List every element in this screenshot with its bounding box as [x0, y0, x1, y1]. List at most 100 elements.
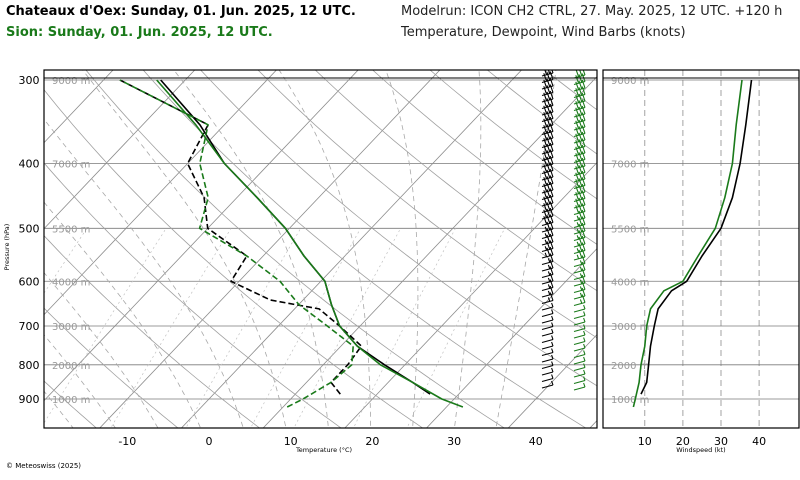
windspeed-axis-label: Windspeed (kt) — [676, 446, 725, 454]
wind-barb — [573, 337, 586, 346]
isotherm-line — [44, 70, 114, 144]
wind-barb — [541, 380, 554, 389]
wind-barb — [573, 343, 586, 352]
windspeed-tick-label: 30 — [714, 435, 728, 448]
pressure-tick-label: 400 — [19, 158, 40, 171]
wind-barb — [541, 302, 554, 311]
mixing-ratio-line — [250, 228, 361, 428]
dry-adiabat — [85, 70, 505, 428]
height-label: 3000 m — [611, 322, 649, 333]
wind-barb — [541, 341, 554, 350]
height-label: 4000 m — [611, 277, 649, 288]
dry-adiabat — [44, 235, 261, 428]
mixing-ratio-line — [406, 228, 506, 428]
dry-adiabat — [44, 89, 424, 428]
dry-adiabat — [200, 70, 597, 387]
wind-barb — [541, 168, 554, 181]
windspeed-profile — [632, 79, 743, 408]
windspeed-profile — [640, 79, 753, 395]
wind-barb — [573, 376, 586, 385]
height-label: 5500 m — [611, 224, 649, 235]
windspeed-tick-label: 10 — [638, 435, 652, 448]
skewt-grid — [44, 70, 597, 428]
wind-barb — [541, 367, 554, 376]
height-label: 9000 m — [52, 76, 90, 87]
wind-barb — [541, 374, 554, 383]
wind-barb — [573, 324, 586, 333]
wind-barb — [541, 328, 554, 337]
wind-barb — [573, 294, 586, 307]
isotherm-line — [99, 70, 441, 428]
height-label: 4000 m — [52, 277, 90, 288]
moist-adiabat — [385, 70, 419, 428]
height-label: 9000 m — [611, 76, 649, 87]
dry-adiabat — [44, 162, 342, 428]
wind-barb — [541, 315, 554, 324]
moist-adiabat — [82, 70, 287, 428]
wind-barb — [573, 79, 586, 92]
dry-adiabat — [257, 70, 597, 339]
moist-adiabat — [44, 390, 74, 428]
wind-barb — [541, 322, 554, 331]
mixing-ratio-line — [353, 228, 456, 428]
pressure-tick-label: 600 — [19, 275, 40, 288]
height-label: 2000 m — [52, 361, 90, 372]
dewpoint-profile — [119, 79, 363, 395]
modelrun-info: Modelrun: ICON CH2 CTRL, 27. May. 2025, … — [401, 4, 783, 19]
x-axis-label: Temperature (°C) — [295, 446, 352, 454]
moist-adiabat — [173, 70, 329, 428]
wind-barb — [573, 311, 586, 320]
temperature-tick-label: 10 — [284, 435, 298, 448]
height-label: 1000 m — [611, 395, 649, 406]
wind-barb — [541, 292, 554, 305]
dry-adiabat — [142, 70, 587, 428]
pressure-tick-label: 500 — [19, 222, 40, 235]
isotherm-line — [44, 70, 359, 402]
moist-adiabat — [454, 70, 482, 428]
wind-barb — [573, 330, 586, 339]
windspeed-tick-label: 20 — [676, 435, 690, 448]
wind-barb — [573, 350, 586, 359]
mixing-ratio-line — [44, 228, 167, 424]
isotherm-line — [44, 70, 196, 230]
wind-barb — [573, 356, 586, 365]
y-axis-label: Pressure (hPa) — [3, 224, 11, 271]
wind-barb — [573, 317, 586, 326]
axis-labels: 300 400 500 600 700 800 900 -10 0 10 20 30 40 10 20 30 4… — [3, 74, 766, 454]
height-label: 1000 m — [52, 395, 90, 406]
height-label: 2000 m — [611, 361, 649, 372]
skewt-diagram: 9000 m 7000 m 5500 m 4000 m 3000 m 2000 m 1000… — [43, 69, 598, 429]
pressure-tick-label: 800 — [19, 359, 40, 372]
temperature-profile — [160, 79, 431, 395]
height-label: 3000 m — [52, 322, 90, 333]
moist-adiabat — [44, 118, 244, 428]
isotherm-line — [507, 333, 597, 428]
moist-adiabat — [495, 70, 557, 428]
wind-barb — [541, 354, 554, 363]
isotherm-line — [180, 70, 523, 428]
station-title-sion: Sion: Sunday, 01. Jun. 2025, 12 UTC. — [6, 25, 273, 40]
isotherm-line — [425, 247, 597, 428]
temperature-tick-label: 20 — [365, 435, 379, 448]
isotherm-line — [44, 70, 278, 316]
profiles — [119, 79, 464, 408]
moist-adiabat — [44, 272, 159, 428]
skewt-frame — [43, 69, 598, 429]
wind-barb — [573, 304, 586, 313]
windspeed-frame — [602, 69, 800, 429]
header: Chateaux d'Oex: Sunday, 01. Jun. 2025, 1… — [0, 0, 800, 48]
station-title-chateau-doex: Chateaux d'Oex: Sunday, 01. Jun. 2025, 1… — [6, 4, 356, 19]
dry-adiabat — [44, 307, 179, 428]
pressure-tick-label: 300 — [19, 74, 40, 87]
dry-adiabat — [429, 70, 597, 200]
windspeed-tick-label: 40 — [752, 435, 766, 448]
mixing-ratio-line — [293, 228, 401, 428]
height-label: 5500 m — [52, 224, 90, 235]
wind-barb — [573, 363, 586, 372]
dry-adiabat — [372, 70, 597, 245]
mixing-ratio-line — [110, 228, 232, 428]
moist-adiabat — [44, 334, 116, 428]
windspeed-panel: 9000 m 7000 m 5500 m 4000 m 3000 m 2000 m 1000… — [602, 69, 800, 429]
